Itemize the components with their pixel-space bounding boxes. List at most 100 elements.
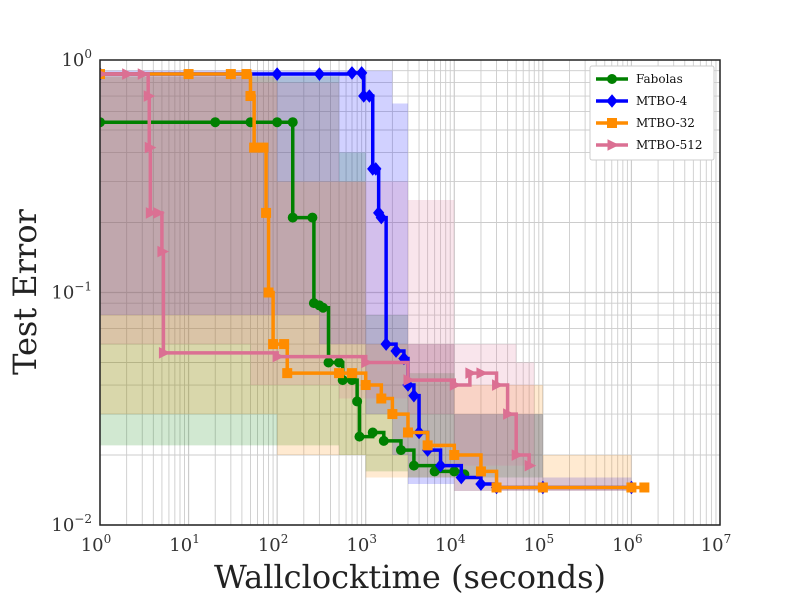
x-tick-label: 102: [258, 532, 289, 556]
marker-mtbo-512: [524, 459, 537, 472]
x-tick-label: 105: [524, 532, 555, 556]
legend-label: Fabolas: [636, 72, 683, 86]
marker-mtbo-32: [346, 368, 357, 379]
marker-mtbo-32: [249, 142, 260, 153]
marker-mtbo-512: [449, 379, 462, 391]
marker-mtbo-512: [361, 356, 373, 369]
legend-entry: Fabolas: [596, 72, 683, 86]
marker-fabolas: [352, 396, 363, 407]
marker-mtbo-32: [387, 409, 398, 420]
marker-mtbo-32: [491, 482, 502, 493]
marker-mtbo-512: [137, 68, 150, 80]
marker-mtbo-32: [475, 466, 486, 477]
marker-fabolas: [287, 117, 298, 128]
marker-mtbo-512: [143, 90, 156, 102]
marker-mtbo-32: [537, 482, 548, 493]
marker-fabolas: [354, 431, 365, 442]
line-mtbo-512: [100, 72, 531, 466]
marker-mtbo-512: [511, 449, 524, 461]
x-tick-label: 100: [81, 532, 112, 556]
y-axis-title: Test Error: [6, 208, 44, 374]
y-tick-label: 100: [61, 47, 92, 71]
marker-mtbo-4: [434, 458, 447, 473]
marker-mtbo-512: [144, 141, 157, 154]
x-tick-label: 104: [435, 532, 466, 556]
x-tick-label: 106: [612, 532, 643, 556]
marker-mtbo-32: [422, 440, 433, 451]
marker-fabolas: [272, 117, 283, 128]
marker-fabolas: [287, 212, 298, 223]
series-mtbo-32: [100, 69, 650, 493]
marker-fabolas: [408, 460, 419, 471]
marker-mtbo-4: [408, 388, 420, 403]
band-mtbo-4: [100, 70, 632, 492]
marker-fabolas: [367, 427, 378, 438]
plot-frame: [99, 59, 721, 526]
marker-mtbo-4: [390, 344, 402, 358]
marker-mtbo-512: [476, 367, 489, 379]
marker-fabolas: [307, 212, 318, 223]
marker-fabolas: [323, 357, 334, 368]
marker-fabolas: [449, 466, 460, 477]
marker-mtbo-512: [122, 68, 134, 80]
legend-entry: MTBO-512: [596, 138, 703, 152]
marker-mtbo-512: [492, 379, 504, 391]
legend-label: MTBO-512: [636, 138, 703, 152]
series-fabolas: [100, 117, 470, 480]
marker-mtbo-4: [455, 470, 467, 485]
legend-entry: MTBO-32: [596, 116, 695, 130]
marker-mtbo-32: [282, 368, 293, 379]
series-mtbo-512: [100, 68, 537, 472]
marker-fabolas: [378, 435, 389, 446]
axis-ticks: 100 101 102 103 104 105 106 107 100 10−1 10−2: [51, 47, 731, 556]
marker-mtbo-512: [100, 70, 108, 78]
marker-mtbo-32: [225, 69, 236, 80]
marker-mtbo-4: [475, 477, 487, 491]
legend-marker: [607, 118, 617, 128]
marker-mtbo-512: [465, 367, 478, 379]
band-fabolas: [100, 76, 543, 478]
marker-mtbo-512: [145, 207, 158, 219]
marker-mtbo-32: [334, 368, 345, 379]
x-tick-label: 101: [169, 532, 200, 556]
marker-mtbo-32: [360, 380, 371, 391]
marker-mtbo-512: [272, 350, 285, 363]
marker-fabolas: [210, 117, 221, 128]
marker-mtbo-512: [158, 347, 171, 359]
legend-marker: [607, 139, 620, 151]
marker-mtbo-4: [356, 66, 368, 80]
marker-mtbo-32: [241, 69, 252, 80]
marker-fabolas: [395, 445, 406, 456]
band-mtbo-512: [100, 76, 535, 466]
y-tick-label: 10−2: [51, 512, 92, 536]
marker-mtbo-32: [263, 287, 274, 298]
marker-mtbo-4: [271, 67, 283, 81]
marker-mtbo-4: [313, 67, 326, 81]
marker-mtbo-512: [153, 207, 165, 219]
marker-mtbo-32: [402, 427, 413, 438]
marker-mtbo-512: [403, 374, 416, 386]
legend-marker: [606, 94, 618, 108]
marker-mtbo-32: [279, 339, 290, 350]
marker-mtbo-4: [370, 162, 382, 176]
legend-label: MTBO-32: [636, 116, 695, 130]
marker-mtbo-32: [245, 91, 256, 102]
x-tick-label: 107: [701, 532, 732, 556]
marker-mtbo-4: [346, 66, 358, 80]
marker-mtbo-32: [268, 339, 279, 350]
marker-mtbo-512: [503, 408, 515, 420]
marker-mtbo-32: [376, 393, 387, 404]
y-tick-label: 10−1: [51, 280, 92, 304]
marker-mtbo-32: [639, 482, 650, 493]
marker-fabolas: [429, 466, 440, 477]
confidence-bands: [100, 70, 632, 492]
legend-box: [589, 65, 715, 161]
marker-fabolas: [318, 302, 329, 313]
legend-entry: MTBO-4: [596, 94, 688, 108]
marker-mtbo-4: [363, 89, 376, 103]
marker-mtbo-32: [183, 69, 194, 80]
marker-mtbo-4: [380, 337, 392, 351]
legend-label: MTBO-4: [636, 94, 688, 108]
series-lines: [100, 66, 650, 495]
